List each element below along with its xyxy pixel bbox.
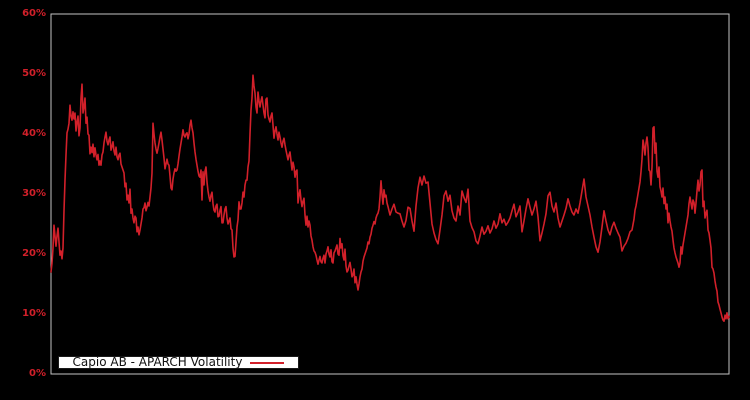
y-axis-tick-label: 40% bbox=[22, 128, 46, 139]
y-axis-tick-label: 0% bbox=[29, 368, 46, 379]
legend-label: Capio AB - APARCH Volatility bbox=[72, 355, 243, 369]
y-axis-tick-label: 50% bbox=[22, 68, 46, 79]
y-axis-tick-label: 60% bbox=[22, 8, 46, 19]
legend-line-swatch-icon bbox=[250, 361, 285, 364]
y-axis-tick-label: 20% bbox=[22, 248, 46, 259]
legend: Capio AB - APARCH Volatility bbox=[58, 356, 299, 369]
y-axis-tick-label: 30% bbox=[22, 188, 46, 199]
y-axis-tick-label: 10% bbox=[22, 308, 46, 319]
volatility-line bbox=[50, 74, 730, 323]
plot-border bbox=[50, 13, 730, 375]
